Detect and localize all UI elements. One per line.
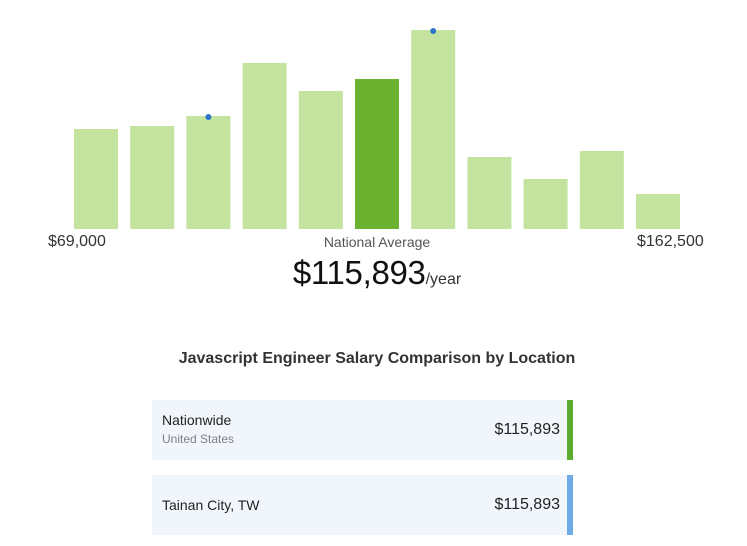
histogram-bar-national-average [355, 79, 399, 229]
location-card-tainan[interactable]: Tainan City, TW $115,893 [152, 475, 573, 535]
location-indicator-bar [567, 400, 573, 460]
axis-min-label: $69,000 [48, 233, 106, 250]
location-indicator-bar [567, 475, 573, 535]
location-salary: $115,893 [494, 496, 560, 513]
histogram-marker-dot [205, 114, 212, 120]
histogram-bar [579, 151, 624, 229]
national-average-value: $115,893/year [0, 254, 747, 292]
location-subtitle: United States [162, 432, 235, 446]
histogram-bar [130, 126, 175, 229]
histogram-bar [74, 129, 118, 229]
histogram-bar [523, 179, 568, 229]
average-salary: $115,893 [292, 254, 426, 291]
location-name: Nationwide [162, 412, 232, 428]
histogram-bar [467, 157, 512, 229]
salary-histogram [74, 28, 680, 229]
histogram-bar [186, 116, 231, 229]
national-average-caption: National Average [323, 234, 431, 250]
histogram-bar [636, 194, 680, 229]
average-salary-unit: /year [425, 271, 462, 288]
histogram-bar [411, 30, 456, 229]
comparison-title: Javascript Engineer Salary Comparison by… [178, 350, 576, 367]
location-salary: $115,893 [494, 421, 560, 438]
histogram-marker-dot [430, 28, 437, 34]
histogram-bar [242, 63, 287, 229]
location-card-nationwide[interactable]: Nationwide United States $115,893 [152, 400, 573, 460]
histogram-bar [298, 91, 343, 229]
axis-max-label: $162,500 [637, 233, 704, 250]
location-name: Tainan City, TW [162, 497, 260, 513]
